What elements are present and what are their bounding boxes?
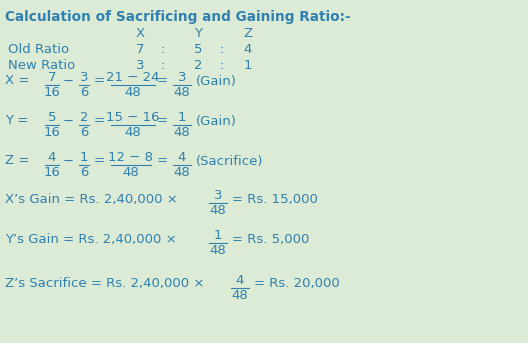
Text: :: : xyxy=(220,59,224,72)
Text: New Ratio: New Ratio xyxy=(8,59,76,72)
Text: 3: 3 xyxy=(136,59,144,72)
Text: 1: 1 xyxy=(178,111,186,124)
Text: −: − xyxy=(62,115,73,128)
Text: 48: 48 xyxy=(174,86,191,99)
Text: 1: 1 xyxy=(244,59,252,72)
Text: 48: 48 xyxy=(210,204,227,217)
Text: −: − xyxy=(62,74,73,87)
Text: =: = xyxy=(93,74,105,87)
Text: X’s Gain = Rs. 2,40,000 ×: X’s Gain = Rs. 2,40,000 × xyxy=(5,192,178,205)
Text: Old Ratio: Old Ratio xyxy=(8,43,69,56)
Text: X: X xyxy=(136,27,145,40)
Text: = Rs. 15,000: = Rs. 15,000 xyxy=(232,192,318,205)
Text: 3: 3 xyxy=(214,189,222,202)
Text: 48: 48 xyxy=(210,244,227,257)
Text: 4: 4 xyxy=(48,151,56,164)
Text: 16: 16 xyxy=(44,126,60,139)
Text: 2: 2 xyxy=(194,59,202,72)
Text: 5: 5 xyxy=(194,43,202,56)
Text: X =: X = xyxy=(5,74,30,87)
Text: 4: 4 xyxy=(244,43,252,56)
Text: Y =: Y = xyxy=(5,115,29,128)
Text: 4: 4 xyxy=(178,151,186,164)
Text: Z’s Sacrifice = Rs. 2,40,000 ×: Z’s Sacrifice = Rs. 2,40,000 × xyxy=(5,277,204,291)
Text: (Gain): (Gain) xyxy=(196,74,237,87)
Text: =: = xyxy=(93,115,105,128)
Text: 1: 1 xyxy=(214,229,222,242)
Text: 3: 3 xyxy=(80,71,88,84)
Text: (Gain): (Gain) xyxy=(196,115,237,128)
Text: Y’s Gain = Rs. 2,40,000 ×: Y’s Gain = Rs. 2,40,000 × xyxy=(5,233,177,246)
Text: :: : xyxy=(161,59,165,72)
Text: 48: 48 xyxy=(232,289,248,302)
Text: = Rs. 20,000: = Rs. 20,000 xyxy=(254,277,340,291)
Text: 48: 48 xyxy=(174,166,191,179)
Text: :: : xyxy=(220,43,224,56)
Text: Z =: Z = xyxy=(5,154,30,167)
Text: (Sacrifice): (Sacrifice) xyxy=(196,154,263,167)
Text: 5: 5 xyxy=(48,111,56,124)
Text: Y: Y xyxy=(194,27,202,40)
Text: 7: 7 xyxy=(136,43,144,56)
Text: 16: 16 xyxy=(44,86,60,99)
Text: 48: 48 xyxy=(125,126,142,139)
Text: 6: 6 xyxy=(80,86,88,99)
Text: :: : xyxy=(161,43,165,56)
Text: 6: 6 xyxy=(80,166,88,179)
Text: 2: 2 xyxy=(80,111,88,124)
Text: =: = xyxy=(156,74,167,87)
Text: 12 − 8: 12 − 8 xyxy=(108,151,154,164)
Text: =: = xyxy=(156,115,167,128)
Text: 3: 3 xyxy=(178,71,186,84)
Text: = Rs. 5,000: = Rs. 5,000 xyxy=(232,233,309,246)
Text: =: = xyxy=(93,154,105,167)
Text: 7: 7 xyxy=(48,71,56,84)
Text: 15 − 16: 15 − 16 xyxy=(106,111,160,124)
Text: 48: 48 xyxy=(125,86,142,99)
Text: 16: 16 xyxy=(44,166,60,179)
Text: 6: 6 xyxy=(80,126,88,139)
Text: 4: 4 xyxy=(236,274,244,287)
Text: 21 − 24: 21 − 24 xyxy=(106,71,160,84)
Text: 1: 1 xyxy=(80,151,88,164)
Text: 48: 48 xyxy=(174,126,191,139)
Text: Calculation of Sacrificing and Gaining Ratio:-: Calculation of Sacrificing and Gaining R… xyxy=(5,10,351,24)
Text: 48: 48 xyxy=(122,166,139,179)
Text: =: = xyxy=(156,154,167,167)
Text: Z: Z xyxy=(243,27,252,40)
Text: −: − xyxy=(62,154,73,167)
